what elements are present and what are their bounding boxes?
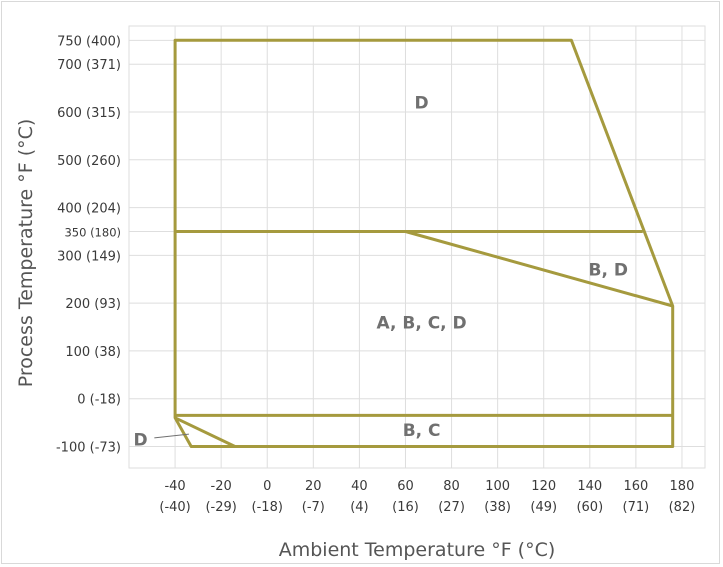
x-tick-label-c: (-29) xyxy=(205,500,236,515)
y-axis-title: Process Temperature °F (°C) xyxy=(15,119,37,388)
y-tick-label: 700 (371) xyxy=(57,58,121,73)
x-tick-label-f: 80 xyxy=(443,479,460,494)
x-tick-label-f: -20 xyxy=(211,479,232,494)
y-tick-label: 200 (93) xyxy=(65,297,121,312)
x-tick-label-c: (60) xyxy=(576,500,603,515)
region-labels: D B, D A, B, C, D B, C D xyxy=(133,93,628,450)
x-tick-label-f: 160 xyxy=(623,479,648,494)
x-tick-label-c: (4) xyxy=(350,500,368,515)
x-tick-label-c: (38) xyxy=(484,500,511,515)
inner-diagonal xyxy=(174,416,236,448)
region-label: D xyxy=(133,430,147,450)
y-tick-label: 300 (149) xyxy=(57,249,121,264)
y-tick-label: -100 (-73) xyxy=(56,440,121,455)
x-tick-label-f: 100 xyxy=(485,479,510,494)
region-label: A, B, C, D xyxy=(377,313,467,333)
x-tick-label-c: (82) xyxy=(669,500,696,515)
x-tick-label-f: 140 xyxy=(577,479,602,494)
x-tick-label-c: (-40) xyxy=(159,500,190,515)
grid-lines xyxy=(128,25,706,469)
x-tick-label-f: 120 xyxy=(531,479,556,494)
x-tick-label-c: (-7) xyxy=(302,500,325,515)
region-label: D xyxy=(415,93,429,113)
y-tick-label: 0 (-18) xyxy=(77,393,121,408)
x-tick-label-f: 0 xyxy=(263,479,271,494)
d-region-pointer xyxy=(154,433,189,439)
x-tick-label-c: (16) xyxy=(392,500,419,515)
x-tick-label-c: (71) xyxy=(623,500,650,515)
y-tick-label: 600 (315) xyxy=(57,106,121,121)
y-tick-label: 100 (38) xyxy=(65,345,121,360)
y-tick-label: 500 (260) xyxy=(57,154,121,169)
y-tick-label: 400 (204) xyxy=(57,202,121,217)
x-tick-label-f: -40 xyxy=(164,479,185,494)
x-tick-label-c: (49) xyxy=(530,500,557,515)
region-label: B, D xyxy=(589,261,628,281)
plot-area-border xyxy=(128,25,706,469)
axis-ticks: -40 (-40) -20 (-29) 0 (-18) 20 (-7) 40 (4) 60 (16) 8… xyxy=(56,34,695,515)
x-tick-label-c: (-18) xyxy=(252,500,283,515)
y-tick-label: 750 (400) xyxy=(57,34,121,49)
x-axis-title: Ambient Temperature °F (°C) xyxy=(279,539,556,561)
region-label: B, C xyxy=(403,421,441,441)
diagonal-line xyxy=(405,230,674,308)
x-tick-label-f: 60 xyxy=(397,479,414,494)
x-tick-label-f: 40 xyxy=(351,479,368,494)
x-tick-label-f: 180 xyxy=(670,479,695,494)
x-tick-label-c: (27) xyxy=(438,500,465,515)
y-tick-label: 350 (180) xyxy=(64,225,121,239)
x-tick-label-f: 20 xyxy=(305,479,322,494)
temperature-boundaries xyxy=(173,38,675,448)
